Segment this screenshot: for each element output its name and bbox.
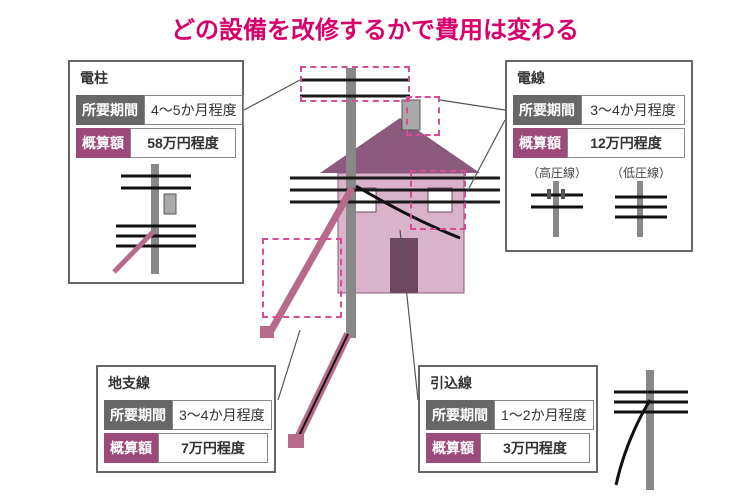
annot-high-voltage: （高圧線） — [527, 164, 587, 181]
cost-value: 7万円程度 — [158, 433, 268, 463]
duration-label: 所要期間 — [513, 95, 581, 125]
card-wire: 電線 所要期間 3～4か月程度 概算額 12万円程度 （高圧線） （低圧線） — [505, 60, 693, 252]
card-wire-icon: （高圧線） （低圧線） — [513, 164, 685, 242]
card-wire-title: 電線 — [513, 68, 685, 92]
cost-value: 58万円程度 — [130, 128, 236, 158]
cost-label: 概算額 — [426, 433, 480, 463]
cost-label: 概算額 — [76, 128, 130, 158]
duration-value: 4～5か月程度 — [144, 95, 244, 125]
cost-label: 概算額 — [104, 433, 158, 463]
card-pole: 電柱 所要期間 4～5か月程度 概算額 58万円程度 — [68, 60, 244, 284]
drop-wire-icon — [606, 370, 696, 490]
cost-label: 概算額 — [513, 128, 567, 158]
utility-pole-icon — [260, 68, 500, 338]
title-text: どの設備を改修するかで費用は変わる — [171, 17, 579, 44]
cost-value: 12万円程度 — [567, 128, 685, 158]
duration-value: 3～4か月程度 — [581, 95, 685, 125]
duration-value: 3～4か月程度 — [172, 400, 272, 430]
card-pole-title: 電柱 — [76, 68, 236, 92]
cost-value: 3万円程度 — [480, 433, 590, 463]
duration-label: 所要期間 — [104, 400, 172, 430]
card-drop-title: 引込線 — [426, 373, 590, 397]
annot-low-voltage: （低圧線） — [611, 164, 671, 181]
center-illustration — [260, 68, 500, 338]
duration-label: 所要期間 — [426, 400, 494, 430]
page-title: どの設備を改修するかで費用は変わる — [0, 0, 750, 45]
duration-value: 1～2か月程度 — [494, 400, 594, 430]
card-guy-title: 地支線 — [104, 373, 268, 397]
card-pole-icon — [76, 164, 236, 274]
duration-label: 所要期間 — [76, 95, 144, 125]
card-drop: 引込線 所要期間 1～2か月程度 概算額 3万円程度 — [418, 365, 598, 473]
guy-wire-icon — [288, 330, 358, 450]
card-guy: 地支線 所要期間 3～4か月程度 概算額 7万円程度 — [96, 365, 276, 473]
